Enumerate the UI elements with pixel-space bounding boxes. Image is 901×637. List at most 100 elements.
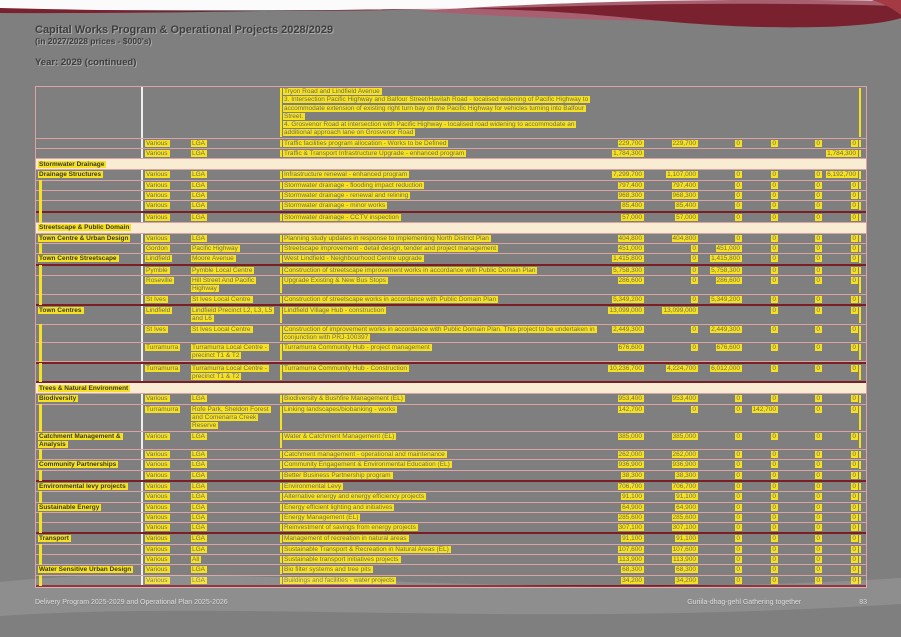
value-cell: 0 xyxy=(824,565,861,574)
highlighted-text: Water & Catchment Management (EL) xyxy=(283,432,397,440)
highlighted-text: 229,700 xyxy=(617,139,644,147)
highlighted-text: Turramurra Local Centre - precinct T1 & … xyxy=(191,364,269,381)
location-cell: Turramurra Local Centre - precinct T1 & … xyxy=(189,364,281,382)
value-cell: 57,000 xyxy=(646,213,700,222)
highlighted-text: Various xyxy=(145,493,170,501)
highlighted-text: 451,000 xyxy=(715,245,742,253)
highlighted-text: Various xyxy=(145,513,170,521)
highlighted-text: 0 xyxy=(771,364,778,372)
table-row: Tryon Road and Lindfield Avenue 3. Inter… xyxy=(36,87,866,139)
highlighted-text: 0 xyxy=(691,325,698,333)
capital-works-table: Tryon Road and Lindfield Avenue 3. Inter… xyxy=(35,86,867,588)
highlighted-text: 307,100 xyxy=(671,524,698,532)
value-cell: 0 xyxy=(780,432,824,450)
highlighted-text: 0 xyxy=(771,451,778,459)
highlighted-text: 0 xyxy=(815,524,822,532)
value-cell: 706,700 xyxy=(646,482,700,491)
highlighted-text: Various xyxy=(145,535,170,543)
value-cell: 0 xyxy=(744,482,780,491)
category-cell xyxy=(36,469,141,482)
value-cell: 0 xyxy=(824,234,861,243)
category-cell: Sustainable Energy xyxy=(36,503,141,512)
highlighted-text: Transport xyxy=(38,535,71,543)
highlighted-text: 0 xyxy=(735,493,742,501)
highlighted-text: 113,900 xyxy=(671,556,698,564)
value-cell: 0 xyxy=(824,266,861,275)
highlighted-text: 0 xyxy=(815,295,822,303)
value-cell: 0 xyxy=(824,545,861,554)
highlighted-text: 142,700 xyxy=(751,405,778,413)
highlighted-text: LGA xyxy=(191,524,208,532)
category-cell xyxy=(36,87,141,138)
highlighted-text: 85,400 xyxy=(621,202,644,210)
highlighted-text: Tryon Road and Lindfield Avenue 3. Inter… xyxy=(283,88,591,137)
highlighted-text: Linking landscapes/biobanking - works xyxy=(283,405,398,413)
category-cell xyxy=(36,139,141,148)
value-cell: 936,900 xyxy=(646,460,700,469)
description-cell: Streetscape improvement - detail design,… xyxy=(280,244,606,253)
highlighted-text: 0 xyxy=(851,535,858,543)
highlighted-text: 0 xyxy=(735,191,742,199)
highlighted-text: Construction of streetscape works in acc… xyxy=(283,295,499,303)
table-row: Various LGA Sustainable Transport & Recrea… xyxy=(36,543,866,556)
value-cell: 0 xyxy=(700,432,744,450)
highlighted-text: 0 xyxy=(851,325,858,333)
highlighted-text: 0 xyxy=(771,432,778,440)
highlighted-text: 385,000 xyxy=(671,432,698,440)
location-cell: Turramurra Local Centre - precinct T1 & … xyxy=(189,343,281,361)
value-cell: 107,600 xyxy=(646,545,700,554)
location-cell: LGA xyxy=(189,503,281,512)
value-cell: 34,200 xyxy=(606,576,646,585)
table-row: St Ives St Ives Local Centre Construction … xyxy=(36,293,866,306)
value-cell: 38,300 xyxy=(606,471,646,480)
value-cell: 0 xyxy=(824,450,861,459)
highlighted-text: 0 xyxy=(851,556,858,564)
highlighted-text: Gordon xyxy=(145,245,170,253)
description-cell: Traffic facilities program allocation - … xyxy=(280,139,606,148)
value-cell: 0 xyxy=(700,394,744,403)
highlighted-text: 91,100 xyxy=(621,493,644,501)
category-cell xyxy=(36,323,141,343)
highlighted-text: 5,758,300 xyxy=(612,266,644,274)
table-row: St Ives St Ives Local Centre Construction … xyxy=(36,323,866,344)
category-cell xyxy=(36,449,141,461)
footer-left-text: Delivery Program 2025-2029 and Operation… xyxy=(35,599,228,606)
value-cell: 0 xyxy=(744,139,780,148)
description-cell: Biodiversity & Bushfire Management (EL) xyxy=(280,394,606,403)
value-cell: 0 xyxy=(744,254,780,263)
highlighted-text: Biodiversity & Bushfire Management (EL) xyxy=(283,395,405,403)
suburb-cell: Various xyxy=(141,212,189,222)
highlighted-text: 968,300 xyxy=(671,191,698,199)
category-cell xyxy=(36,554,141,566)
description-cell: Construction of improvement works in acc… xyxy=(280,325,606,343)
highlighted-text: 68,300 xyxy=(675,566,698,574)
highlighted-text: Community Engagement & Environmental Edu… xyxy=(283,461,452,469)
highlighted-text: 0 xyxy=(851,181,858,189)
table-row: Community Partnerships Various LGA Communit… xyxy=(36,460,866,471)
highlighted-text: 0 xyxy=(851,364,858,372)
highlighted-text: 6,012,000 xyxy=(710,364,742,372)
category-cell xyxy=(36,543,141,556)
value-cell: 0 xyxy=(780,191,824,200)
highlighted-text: 797,400 xyxy=(671,181,698,189)
suburb-cell: Lindfield xyxy=(141,254,189,264)
value-cell: 0 xyxy=(744,394,780,403)
category-cell: Town Centres xyxy=(36,306,141,324)
value-cell: 0 xyxy=(824,534,861,544)
category-cell: Biodiversity xyxy=(36,394,141,403)
highlighted-text: 0 xyxy=(851,432,858,440)
highlighted-text: Various xyxy=(145,150,170,158)
value-cell: 34,200 xyxy=(646,576,700,585)
highlighted-text: 0 xyxy=(735,181,742,189)
value-cell: 0 xyxy=(744,266,780,275)
table-row: Various LGA Better Business Partnership pr… xyxy=(36,469,866,482)
table-row: Town Centre Streetscape Lindfield Moore Av… xyxy=(36,254,866,266)
suburb-cell: Various xyxy=(141,481,189,492)
location-cell xyxy=(189,87,281,138)
value-cell: 968,300 xyxy=(646,191,700,200)
highlighted-text: 0 xyxy=(771,535,778,543)
highlighted-text: Alternative energy and energy efficiency… xyxy=(283,493,427,501)
highlighted-text: Various xyxy=(145,202,170,210)
value-cell: 64,900 xyxy=(606,503,646,512)
highlighted-text: Various xyxy=(145,576,170,584)
